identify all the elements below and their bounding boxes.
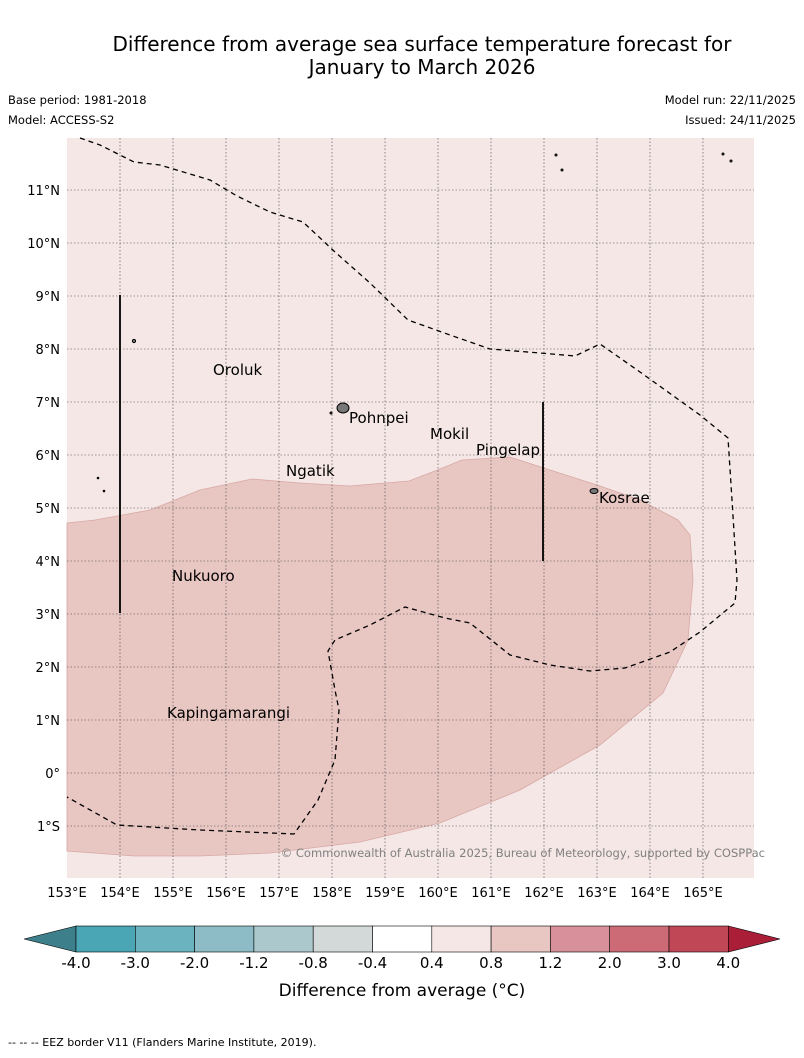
colorbar-segment (253, 925, 314, 953)
colorbar-segment (431, 925, 492, 953)
latitude-label: 11°N (27, 184, 60, 199)
longitude-label: 153°E (47, 886, 87, 901)
latitude-label: 3°N (36, 608, 61, 623)
latitude-label: 0° (45, 767, 60, 782)
colorbar-segment (194, 925, 255, 953)
copyright-text: © Commonwealth of Australia 2025, Bureau… (281, 846, 765, 860)
colorbar-segment (312, 925, 373, 953)
longitude-label: 155°E (153, 886, 193, 901)
islands (96, 152, 733, 494)
latitude-label: 10°N (27, 237, 60, 252)
colorbar-tick-label: 3.0 (657, 954, 681, 972)
latitude-label: 9°N (36, 290, 61, 305)
pohnpei-island (336, 402, 350, 414)
islet-north-4 (729, 159, 733, 163)
colorbar-segment (609, 925, 670, 953)
colorbar-segment (668, 925, 729, 953)
base-period: Base period: 1981-2018 (8, 93, 147, 107)
place-ngatik: Ngatik (286, 462, 335, 480)
longitude-labels: 153°E 154°E 155°E 156°E 157°E 158°E 159°E 160°E… (47, 886, 723, 901)
longitude-label: 156°E (206, 886, 246, 901)
islet-sw-2 (102, 489, 106, 493)
colorbar-tick-label: -3.0 (121, 954, 150, 972)
title-line-1: Difference from average sea surface temp… (112, 32, 732, 56)
place-pingelap: Pingelap (476, 441, 540, 459)
longitude-label: 158°E (312, 886, 352, 901)
eez-border-north (66, 137, 738, 835)
islet-north-3 (721, 152, 725, 156)
colorbar-segment (550, 925, 611, 953)
latitude-label: 5°N (36, 502, 61, 517)
latitude-label: 7°N (36, 396, 61, 411)
kosrae-island (589, 488, 599, 494)
graticule (67, 138, 754, 878)
colorbar-tick-label: -1.2 (239, 954, 268, 972)
place-kapingamarangi: Kapingamarangi (167, 704, 290, 722)
longitude-label: 159°E (365, 886, 405, 901)
place-pohnpei: Pohnpei (349, 409, 409, 427)
model-name: Model: ACCESS-S2 (8, 113, 115, 127)
islet-north-2 (560, 168, 564, 172)
islet-west (131, 338, 137, 344)
latitude-label: 1°S (37, 820, 60, 835)
colorbar-tick-label: 0.4 (420, 954, 444, 972)
colorbar-segment (75, 925, 136, 953)
latitude-label: 8°N (36, 343, 61, 358)
longitude-label: 154°E (100, 886, 140, 901)
colorbar-ticks: -4.0 -3.0 -2.0 -1.2 -0.8 -0.4 0.4 0.8 1.2 2.0 3.0 4… (61, 954, 740, 972)
colorbar-tick-label: 4.0 (716, 954, 740, 972)
longitude-label: 164°E (630, 886, 670, 901)
longitude-label: 162°E (524, 886, 564, 901)
colorbar-tick-label: -0.4 (358, 954, 387, 972)
islet-north-1 (554, 153, 558, 157)
title-line-2: January to March 2026 (308, 55, 536, 79)
longitude-label: 157°E (259, 886, 299, 901)
colorbar-tick-label: 0.8 (479, 954, 503, 972)
longitude-label: 165°E (683, 886, 723, 901)
colorbar-tick-label: 1.2 (538, 954, 562, 972)
latitude-label: 6°N (36, 449, 61, 464)
colorbar-label: Difference from average (°C) (278, 981, 526, 1001)
colorbar-tick-label: -4.0 (61, 954, 90, 972)
longitude-label: 160°E (418, 886, 458, 901)
place-oroluk: Oroluk (213, 361, 262, 379)
islet-pohnpei (329, 411, 333, 415)
colorbar-tick-label: -0.8 (299, 954, 328, 972)
longitude-label: 161°E (471, 886, 511, 901)
islet-sw-1 (96, 476, 100, 480)
colorbar-extend-low (23, 925, 77, 953)
colorbar-tick-label: 2.0 (598, 954, 622, 972)
place-nukuoro: Nukuoro (172, 567, 235, 585)
latitude-label: 1°N (36, 714, 61, 729)
latitude-label: 4°N (36, 555, 61, 570)
colorbar-segment (372, 925, 433, 953)
colorbar-segment (490, 925, 551, 953)
eez-borders (66, 137, 738, 835)
colorbar-segment (135, 925, 195, 953)
eez-footnote: -- -- -- EEZ border V11 (Flanders Marine… (8, 1036, 317, 1049)
latitude-labels: 11°N 10°N 9°N 8°N 7°N 6°N 5°N 4°N 3°N 2°N 1°N 0° 1°S (27, 184, 60, 835)
colorbar-extend-high (727, 925, 781, 953)
colorbar-tick-label: -2.0 (180, 954, 209, 972)
chart-title: Difference from average sea surface temp… (0, 33, 804, 79)
issued-date: Issued: 24/11/2025 (685, 113, 796, 127)
anomaly-region-0.8-1.2 (66, 456, 694, 857)
longitude-label: 163°E (577, 886, 617, 901)
place-labels: Oroluk Pohnpei Mokil Pingelap Ngatik Kos… (167, 361, 650, 722)
place-mokil: Mokil (430, 425, 469, 443)
colorbar (23, 925, 781, 953)
place-kosrae: Kosrae (599, 489, 650, 507)
latitude-label: 2°N (36, 661, 61, 676)
model-run: Model run: 22/11/2025 (664, 93, 796, 107)
